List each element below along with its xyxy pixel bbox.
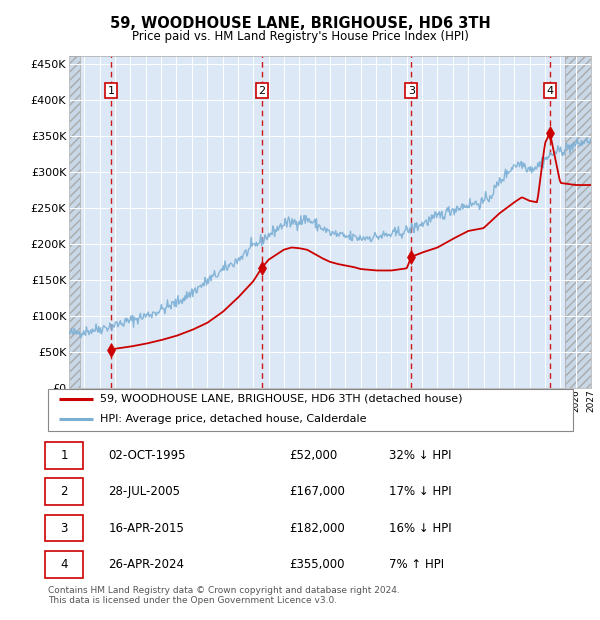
Text: 3: 3 bbox=[408, 86, 415, 95]
Bar bbox=[565, 56, 591, 388]
Text: 1: 1 bbox=[108, 86, 115, 95]
Text: Price paid vs. HM Land Registry's House Price Index (HPI): Price paid vs. HM Land Registry's House … bbox=[131, 30, 469, 43]
Text: HPI: Average price, detached house, Calderdale: HPI: Average price, detached house, Cald… bbox=[101, 414, 367, 423]
FancyBboxPatch shape bbox=[46, 515, 83, 541]
Text: 16-APR-2015: 16-APR-2015 bbox=[109, 521, 184, 534]
Bar bbox=[565, 56, 591, 388]
Text: £52,000: £52,000 bbox=[290, 449, 338, 462]
Text: 59, WOODHOUSE LANE, BRIGHOUSE, HD6 3TH: 59, WOODHOUSE LANE, BRIGHOUSE, HD6 3TH bbox=[110, 16, 490, 30]
Bar bbox=[69, 56, 80, 388]
Text: £167,000: £167,000 bbox=[290, 485, 346, 498]
Text: £355,000: £355,000 bbox=[290, 558, 345, 571]
Text: 2: 2 bbox=[61, 485, 68, 498]
Text: 02-OCT-1995: 02-OCT-1995 bbox=[109, 449, 186, 462]
Text: 7% ↑ HPI: 7% ↑ HPI bbox=[389, 558, 445, 571]
Text: 32% ↓ HPI: 32% ↓ HPI bbox=[389, 449, 452, 462]
Text: 16% ↓ HPI: 16% ↓ HPI bbox=[389, 521, 452, 534]
Text: 59, WOODHOUSE LANE, BRIGHOUSE, HD6 3TH (detached house): 59, WOODHOUSE LANE, BRIGHOUSE, HD6 3TH (… bbox=[101, 394, 463, 404]
Text: 28-JUL-2005: 28-JUL-2005 bbox=[109, 485, 181, 498]
FancyBboxPatch shape bbox=[46, 442, 83, 469]
Text: 2: 2 bbox=[259, 86, 266, 95]
FancyBboxPatch shape bbox=[46, 551, 83, 578]
Text: 17% ↓ HPI: 17% ↓ HPI bbox=[389, 485, 452, 498]
Text: 26-APR-2024: 26-APR-2024 bbox=[109, 558, 184, 571]
Text: 4: 4 bbox=[546, 86, 553, 95]
Text: £182,000: £182,000 bbox=[290, 521, 345, 534]
Text: 3: 3 bbox=[61, 521, 68, 534]
Bar bbox=[69, 56, 80, 388]
Text: 1: 1 bbox=[61, 449, 68, 462]
FancyBboxPatch shape bbox=[46, 479, 83, 505]
Text: 4: 4 bbox=[61, 558, 68, 571]
Text: Contains HM Land Registry data © Crown copyright and database right 2024.
This d: Contains HM Land Registry data © Crown c… bbox=[48, 586, 400, 605]
FancyBboxPatch shape bbox=[48, 389, 573, 431]
